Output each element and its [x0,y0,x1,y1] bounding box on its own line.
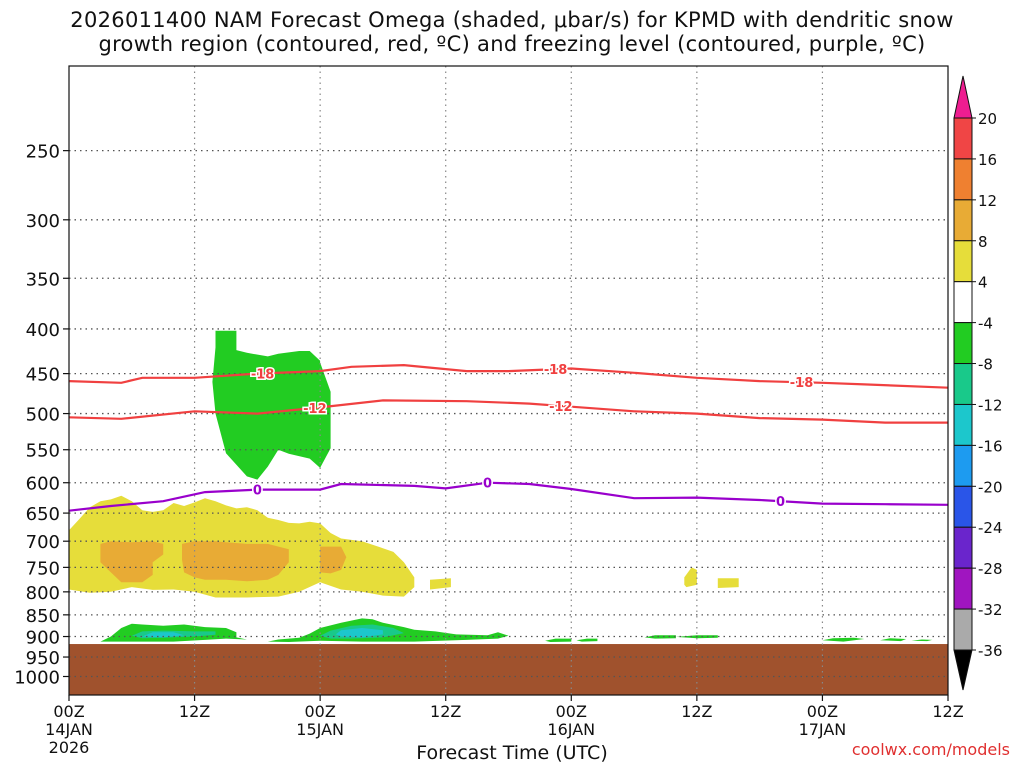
y-tick-label: 850 [26,606,60,627]
shaded-region-ascent-sliver-6 [880,638,907,642]
x-tick-label: 12Z [179,702,210,721]
chart-title-line-1: 2026011400 NAM Forecast Omega (shaded, μ… [70,8,954,32]
x-tick-label: 00Z [304,702,335,721]
colorbar-label: 20 [978,110,997,128]
shaded-region-descent-blob-2 [684,567,697,588]
colorbar-label: -20 [978,478,1003,496]
shaded-region-descent-blob-3 [717,578,739,588]
shaded-region-ascent-low-cyan-right [335,628,383,638]
colorbar-label: -24 [978,519,1003,537]
contour-line-0 [68,481,949,512]
y-tick-label: 550 [26,441,60,462]
x-tick-label: 12Z [430,702,461,721]
contour-line--12 [68,399,948,424]
shaded-region-ascent-sliver-1 [545,638,572,642]
colorbar-label: 12 [978,192,997,210]
y-tick-label: 950 [26,648,60,669]
colorbar-label: -36 [978,642,1003,660]
colorbar-label: -4 [978,315,993,333]
contour-label-0: 0 [483,477,492,492]
colorbar-bin [953,649,973,691]
shaded-region-descent-core-mid [182,541,289,582]
shaded-region-ascent-sliver-2 [576,638,598,642]
shaded-region-descent-core-right [320,546,347,574]
x-tick-label: 00Z [53,702,84,721]
y-tick-label: 500 [26,405,60,426]
colorbar-label: 16 [978,151,997,169]
colorbar-bin [953,526,973,569]
x-tick-label: 14JAN [45,720,93,739]
y-tick-label: 400 [26,320,60,341]
shaded-region-ascent-upper-green [212,330,331,480]
x-tick-label: 00Z [556,702,587,721]
x-tick-label: 12Z [932,702,963,721]
chart-title-line-2: growth region (contoured, red, ºC) and f… [98,32,926,56]
grid-layer [69,66,948,695]
ground-layer [69,644,948,695]
colorbar-bin [953,485,973,528]
colorbar-bin [953,567,973,610]
y-tick-label: 750 [26,558,60,579]
y-tick-label: 1000 [14,667,60,688]
contour-label--18: -18 [544,363,568,378]
colorbar-label: -32 [978,601,1003,619]
y-tick-label: 700 [26,532,60,553]
x-tick-label: 2026 [49,738,90,757]
contour-line--18 [68,363,949,389]
omega-shaded-layer [69,330,933,642]
shaded-region-ascent-sliver-7 [911,639,933,642]
colorbar-bin [953,444,973,487]
x-tick-label: 17JAN [799,720,847,739]
ground-fill [69,644,948,695]
plot-frame [68,65,949,696]
credit-link[interactable]: coolwx.com/models [851,740,1010,759]
colorbar-bin [953,363,973,405]
y-tick-label: 350 [26,269,60,290]
y-tick-label: 650 [26,504,60,525]
colorbar-bin [953,322,973,365]
y-tick-label: 900 [26,628,60,649]
colorbar-label: -12 [978,396,1003,414]
x-tick-label: 16JAN [547,720,595,739]
colorbar-label: -16 [978,437,1003,455]
x-tick-label: 12Z [681,702,712,721]
contour-label--18: -18 [251,367,275,382]
contour-label-0: 0 [776,495,785,510]
x-axis-title: Forecast Time (UTC) [416,742,608,764]
y-tick-label: 450 [26,365,60,386]
x-tick-label: 00Z [807,702,838,721]
colorbar-bin [953,403,973,446]
colorbar-bin [953,158,973,201]
colorbar-label: 8 [978,233,988,251]
colorbar-bin [953,117,973,160]
y-tick-label: 800 [26,583,60,604]
y-tick-label: 600 [26,474,60,495]
contour-label--12: -12 [549,400,573,415]
shaded-region-descent-blob-1 [430,578,451,590]
colorbar-bin [953,240,973,283]
y-tick-label: 300 [26,211,60,232]
contour-label-0: 0 [253,484,262,499]
y-tick-label: 250 [26,142,60,163]
colorbar-label: -28 [978,560,1003,578]
shaded-region-descent-core-left [100,541,164,583]
colorbar-bin [953,199,973,242]
contour-label--18: -18 [790,376,814,391]
contour-layer: -18 -18 -18 -12 -12 0 0 0 [68,362,949,512]
contour-label--12: -12 [303,402,327,417]
axis-layer: 2503003504004505005506006507007508008509… [14,65,964,757]
shaded-region-ascent-sliver-5 [822,637,865,642]
colorbar-bin [953,281,973,324]
colorbar-bin [953,75,973,119]
colorbar-bin [953,608,973,651]
colorbar: 20 16 12 8 4 -4 -8 -12 -16 -20 -24 -28 -32 -36 [953,75,1003,691]
colorbar-label: -8 [978,356,993,374]
shaded-region-ascent-sliver-3 [644,635,676,639]
x-tick-label: 15JAN [296,720,344,739]
colorbar-label: 4 [978,274,988,292]
